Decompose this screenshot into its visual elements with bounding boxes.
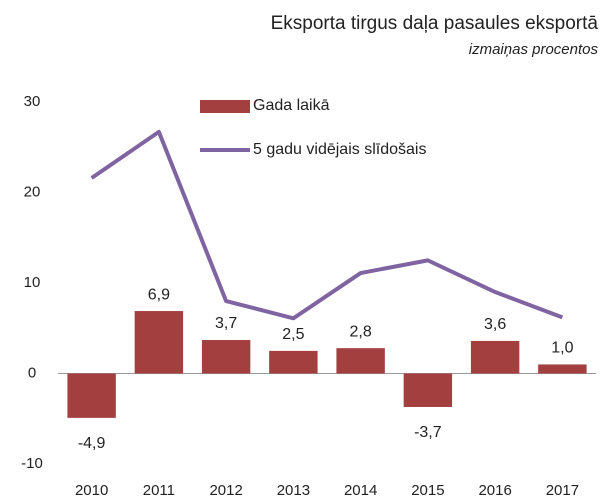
value-label: -4,9 <box>78 435 106 452</box>
x-tick-label: 2011 <box>143 482 175 499</box>
legend-swatch <box>200 100 250 113</box>
bar <box>134 311 184 374</box>
x-tick-label: 2014 <box>344 482 377 499</box>
x-tick-label: 2016 <box>478 482 511 499</box>
x-tick-label: 2017 <box>546 482 579 499</box>
x-tick-label: 2013 <box>277 482 310 499</box>
value-label: 2,8 <box>350 323 372 340</box>
bar <box>538 364 587 374</box>
legend-label: Gada laikā <box>253 97 330 114</box>
bar <box>201 340 251 374</box>
legend-label: 5 gadu vidējais slīdošais <box>253 141 426 158</box>
bar <box>67 373 116 418</box>
bar <box>269 350 318 374</box>
chart-subtitle: izmaiņas procentos <box>469 41 599 58</box>
value-label: 3,7 <box>215 315 237 332</box>
value-label: 2,5 <box>282 326 304 343</box>
value-label: 3,6 <box>484 316 506 333</box>
y-tick-label: -10 <box>21 455 43 472</box>
bar <box>470 340 520 374</box>
y-tick-label: 30 <box>24 93 41 110</box>
line <box>90 129 564 321</box>
x-tick-label: 2012 <box>209 482 242 499</box>
y-tick-label: 0 <box>28 364 36 381</box>
value-label: 1,0 <box>551 340 573 357</box>
y-tick-label: 10 <box>24 274 41 291</box>
x-tick-label: 2010 <box>75 482 108 499</box>
value-label: 6,9 <box>148 286 170 303</box>
bar <box>336 348 385 374</box>
y-tick-label: 20 <box>24 183 41 200</box>
chart-title: Eksporta tirgus daļa pasaules eksportā <box>271 13 599 34</box>
value-label: -3,7 <box>414 424 442 441</box>
x-tick-label: 2015 <box>411 482 444 499</box>
bar <box>403 373 453 407</box>
